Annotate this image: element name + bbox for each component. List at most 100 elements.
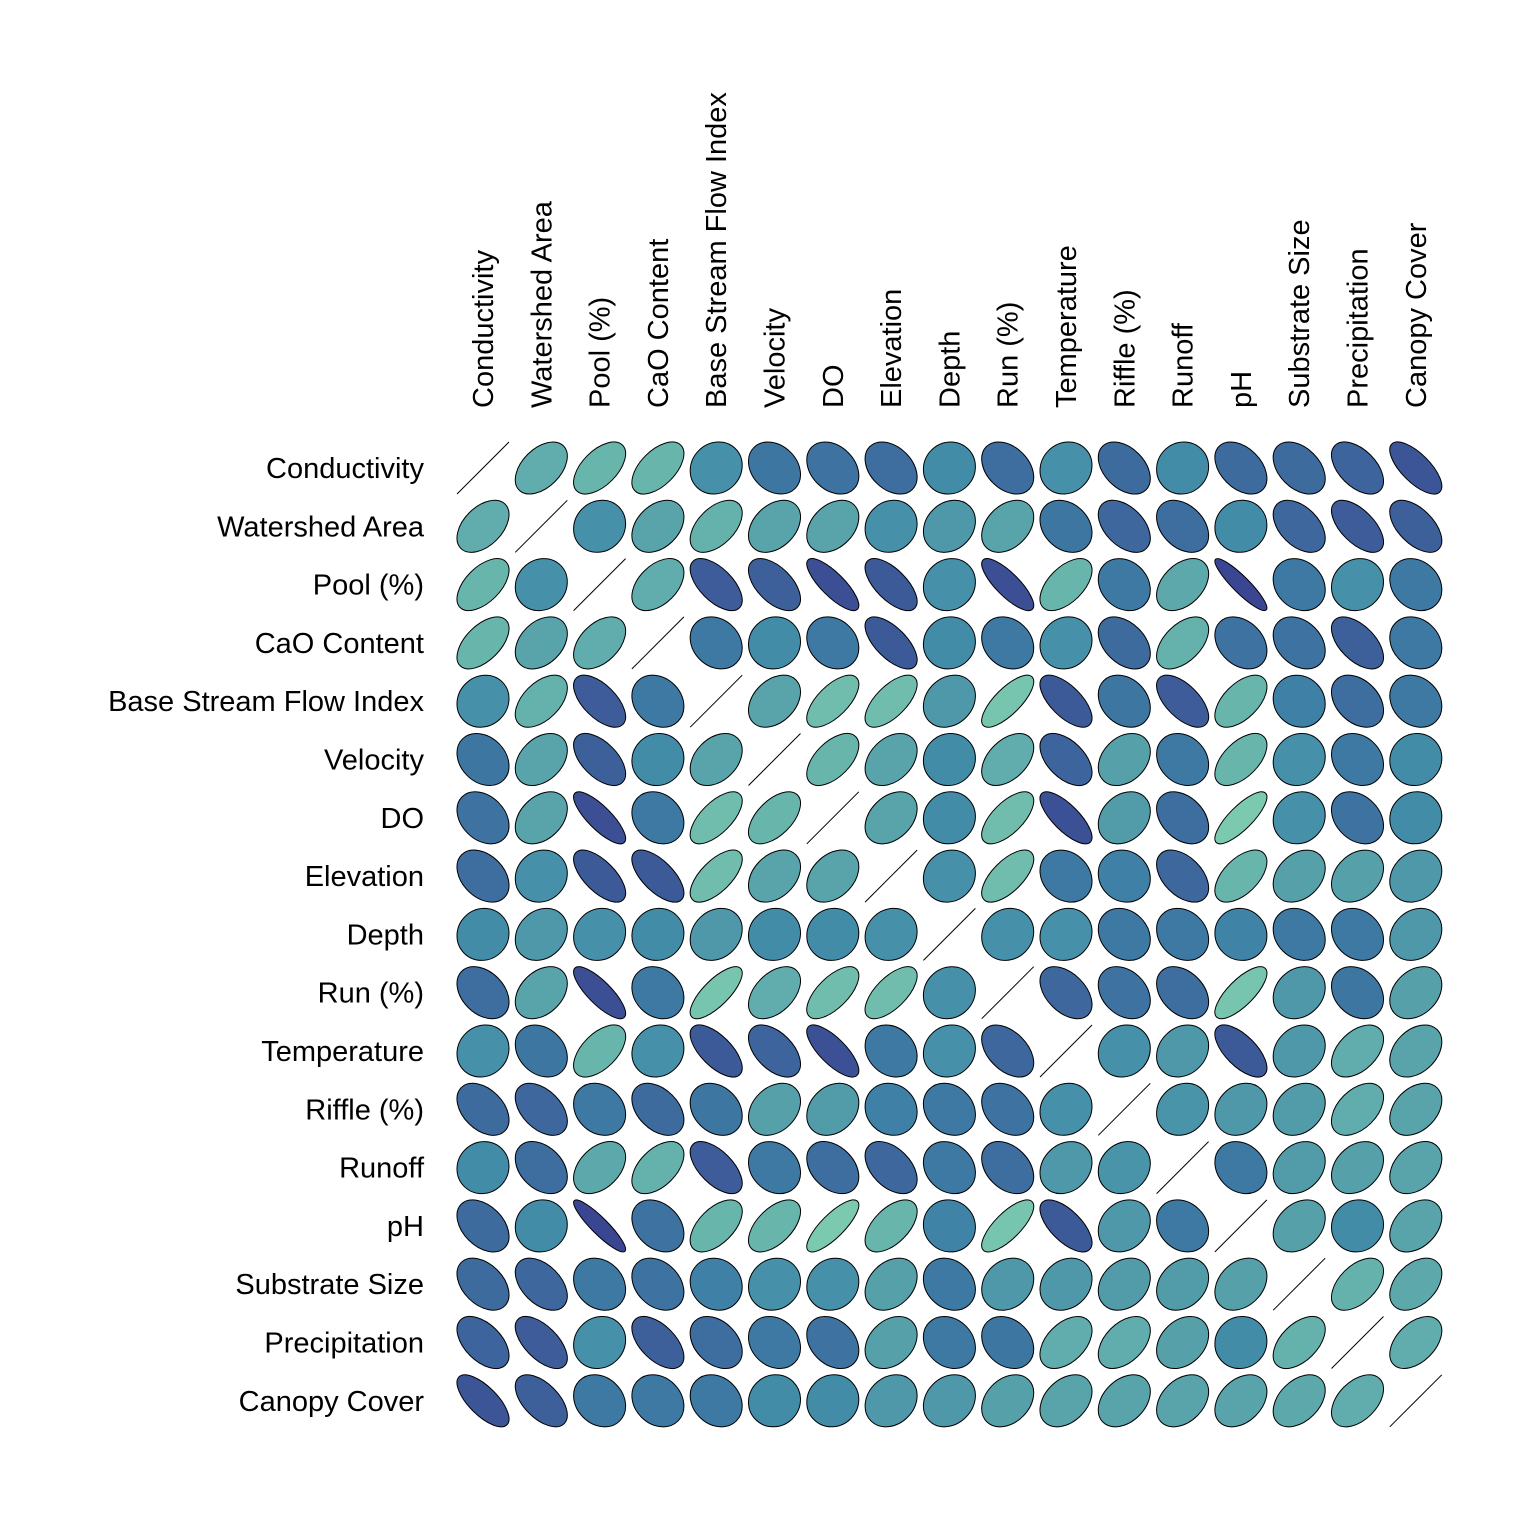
correlation-ellipse bbox=[631, 966, 685, 1020]
correlation-ellipse bbox=[1039, 849, 1093, 903]
diagonal-line bbox=[631, 616, 685, 670]
correlation-ellipse bbox=[1272, 849, 1326, 903]
correlation-ellipse bbox=[864, 1024, 918, 1078]
correlation-ellipse bbox=[456, 1199, 510, 1253]
correlation-ellipse bbox=[1097, 616, 1151, 670]
correlation-ellipse bbox=[631, 1082, 685, 1136]
correlation-ellipse bbox=[573, 732, 627, 787]
correlation-ellipse bbox=[1097, 1024, 1151, 1078]
correlation-ellipse bbox=[1039, 907, 1093, 961]
row-label: Run (%) bbox=[318, 978, 424, 1010]
correlation-ellipse bbox=[806, 1199, 860, 1253]
row-label: Velocity bbox=[324, 745, 424, 777]
correlation-ellipse bbox=[1156, 966, 1210, 1020]
correlation-ellipse bbox=[456, 732, 510, 787]
correlation-ellipse bbox=[456, 1141, 510, 1195]
row-label: Watershed Area bbox=[217, 511, 425, 543]
correlation-ellipse bbox=[1389, 1199, 1443, 1253]
correlation-ellipse bbox=[1389, 791, 1443, 845]
row-label: Conductivity bbox=[266, 453, 424, 485]
correlation-ellipse bbox=[747, 674, 802, 728]
correlation-ellipse bbox=[1156, 1199, 1210, 1253]
correlation-ellipse bbox=[631, 441, 685, 495]
correlation-ellipse bbox=[1272, 791, 1326, 845]
correlation-ellipse bbox=[689, 1374, 743, 1428]
correlation-ellipse bbox=[1330, 616, 1385, 670]
correlation-ellipse bbox=[1097, 441, 1151, 495]
correlation-ellipse bbox=[1330, 499, 1385, 553]
correlation-ellipse bbox=[514, 441, 568, 495]
correlation-ellipse bbox=[1156, 1024, 1210, 1078]
correlation-ellipse bbox=[1330, 966, 1385, 1020]
correlation-ellipse bbox=[1156, 1082, 1210, 1136]
correlation-ellipse bbox=[1097, 907, 1151, 961]
correlation-ellipse bbox=[1272, 674, 1326, 728]
correlation-ellipse bbox=[1330, 1141, 1385, 1195]
column-label: pH bbox=[1226, 371, 1258, 408]
correlation-ellipse bbox=[981, 1024, 1035, 1078]
correlation-ellipse bbox=[806, 849, 860, 903]
correlation-ellipse bbox=[631, 1024, 685, 1078]
correlation-ellipse bbox=[631, 558, 685, 612]
correlation-ellipse bbox=[1214, 558, 1268, 612]
diagonal-line bbox=[456, 441, 510, 495]
row-label: Precipitation bbox=[264, 1328, 424, 1360]
correlation-ellipse bbox=[981, 849, 1035, 903]
correlation-ellipse bbox=[1156, 1374, 1210, 1428]
correlation-ellipse bbox=[1039, 732, 1093, 787]
correlation-ellipse bbox=[1097, 1199, 1151, 1253]
column-label: Velocity bbox=[760, 308, 792, 408]
correlation-ellipse bbox=[1389, 1316, 1443, 1369]
correlation-ellipse bbox=[747, 849, 802, 903]
correlation-ellipse bbox=[806, 616, 860, 670]
correlation-ellipse bbox=[981, 1082, 1035, 1136]
correlation-ellipse bbox=[573, 791, 627, 845]
correlation-ellipse bbox=[1039, 1141, 1093, 1195]
correlation-ellipse bbox=[981, 791, 1035, 845]
correlation-ellipse bbox=[864, 1199, 918, 1253]
correlation-ellipse bbox=[748, 1141, 801, 1195]
correlation-ellipse bbox=[573, 441, 627, 495]
correlation-ellipse bbox=[1331, 907, 1384, 961]
correlation-ellipse bbox=[747, 1374, 802, 1428]
correlation-ellipse bbox=[689, 441, 743, 495]
correlation-ellipse bbox=[864, 1374, 918, 1428]
correlation-ellipse bbox=[1330, 1257, 1385, 1311]
correlation-ellipse bbox=[806, 441, 860, 495]
correlation-ellipse bbox=[922, 1374, 976, 1428]
correlation-ellipse bbox=[1039, 1082, 1093, 1136]
correlation-ellipse bbox=[1389, 616, 1443, 670]
row-label: Riffle (%) bbox=[305, 1094, 424, 1126]
correlation-ellipse bbox=[1330, 791, 1385, 845]
correlation-ellipse bbox=[806, 558, 860, 612]
correlation-ellipse bbox=[1389, 1082, 1443, 1136]
correlation-ellipse bbox=[1039, 966, 1093, 1020]
correlation-cells bbox=[456, 441, 1443, 1428]
correlation-ellipse bbox=[689, 1141, 743, 1195]
correlation-ellipse bbox=[922, 1024, 976, 1078]
correlation-ellipse bbox=[514, 849, 568, 903]
correlation-ellipse bbox=[864, 1257, 918, 1311]
correlation-ellipse bbox=[689, 558, 743, 612]
correlation-ellipse bbox=[748, 1257, 801, 1311]
diagonal-line bbox=[981, 966, 1035, 1020]
correlation-ellipse bbox=[1330, 1199, 1385, 1253]
correlation-ellipse bbox=[456, 966, 510, 1020]
correlation-ellipse bbox=[864, 791, 918, 845]
correlation-ellipse bbox=[1039, 558, 1093, 612]
correlation-ellipse bbox=[1097, 1257, 1151, 1311]
row-label: Temperature bbox=[261, 1036, 424, 1068]
correlation-ellipse bbox=[806, 966, 860, 1020]
correlation-ellipse bbox=[1156, 499, 1210, 553]
correlation-ellipse bbox=[514, 1082, 568, 1136]
correlation-ellipse bbox=[573, 1374, 627, 1428]
column-label: Watershed Area bbox=[526, 200, 558, 408]
correlation-ellipse bbox=[456, 1024, 510, 1078]
correlation-ellipse bbox=[689, 1082, 743, 1136]
correlation-ellipse bbox=[1214, 907, 1268, 961]
correlation-ellipse bbox=[1272, 733, 1326, 786]
correlation-ellipse bbox=[981, 616, 1035, 670]
correlation-ellipse bbox=[1097, 674, 1151, 728]
correlation-ellipse bbox=[864, 499, 918, 553]
